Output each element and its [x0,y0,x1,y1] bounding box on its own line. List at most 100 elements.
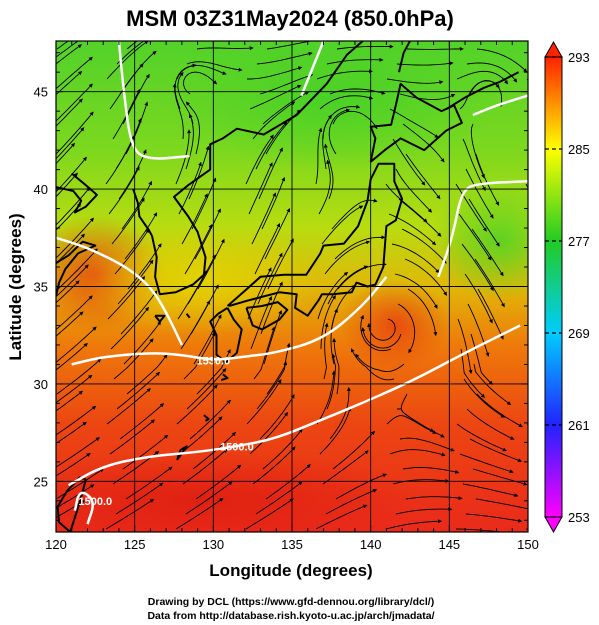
streamline-23 [456,70,509,85]
streamline-55 [462,138,486,192]
credit-data: Data from http://database.rish.kyoto-u.a… [147,610,434,622]
streamline-134 [407,288,438,337]
streamline-193 [56,374,93,404]
field-shade-warm-eddy [340,280,450,370]
streamline-69 [322,114,332,170]
streamline-225 [56,437,100,468]
streamline-223 [459,453,514,474]
contour-label-3: 1500.0 [78,496,112,508]
streamline-214 [399,437,455,452]
streamline-258 [105,498,155,530]
streamline-162 [110,306,150,350]
streamline-177 [56,342,88,371]
contour-1 [67,324,521,487]
contour-7 [437,180,528,278]
streamline-226 [122,434,169,470]
streamline-107 [181,193,208,245]
streamline-235 [182,448,228,485]
streamline-215 [469,438,523,463]
streamline-111 [461,243,494,292]
streamline-73 [56,142,76,165]
streamline-45 [332,110,378,130]
streamline-131 [197,238,225,290]
streamline-255 [465,513,523,523]
y-tick-label-35: 35 [34,280,48,295]
streamline-83 [188,145,210,200]
streamline-121 [56,233,85,265]
contour-3 [73,491,94,525]
chart-title: MSM 03Z31May2024 (850.0hPa) [126,6,454,31]
streamline-218 [109,419,156,455]
streamline-231 [472,468,528,486]
x-tick-label-125: 125 [124,537,146,552]
streamline-85 [323,143,334,200]
streamline-25 [56,56,93,90]
streamline-70 [395,168,433,213]
streamline-12 [256,51,313,65]
streamline-4 [266,41,323,50]
streamline-220 [249,411,288,455]
streamline-182 [350,348,395,381]
streamline-125 [324,240,371,275]
streamline-147 [177,270,207,320]
streamline-210 [119,403,165,440]
streamline-20 [247,66,303,80]
streamline-41 [56,83,93,122]
streamline-253 [325,489,378,515]
x-axis-label: Longitude (degrees) [209,561,372,580]
credit-drawing: Drawing by DCL (https://www.gfd-dennou.o… [148,596,434,608]
streamline-49 [56,98,83,127]
streamline-245 [335,473,387,500]
streamline-114 [124,212,158,260]
coastline-segment-12 [203,414,210,422]
streamline-249 [56,484,95,509]
y-tick-label-30: 30 [34,377,48,392]
streamline-202 [106,388,151,425]
coastline-segment-3 [56,172,98,214]
streamline-174 [355,353,405,373]
streamline-27 [183,71,218,95]
streamline-244 [265,464,311,500]
streamline-54 [392,138,426,186]
x-tick-label-135: 135 [281,537,303,552]
streamline-21 [316,69,373,80]
streamline-228 [262,428,303,470]
streamline-201 [56,390,84,412]
streamline-259 [175,497,224,530]
contour-6 [300,41,325,97]
streamline-238 [392,478,450,485]
streamline-221 [319,406,352,455]
streamline-87 [468,198,500,247]
coastline-segment-6 [226,162,404,317]
x-tick-label-145: 145 [438,537,460,552]
y-tick-label-25: 25 [34,474,48,489]
streamline-185 [56,358,102,395]
streamline-46 [402,123,445,163]
colorbar-extend-max [544,40,563,58]
streamline-67 [185,113,194,170]
streamline-1 [56,41,70,50]
streamline-142 [397,303,416,354]
streamline-118 [404,258,448,296]
streamline-124 [254,222,281,275]
streamline-156 [260,281,283,335]
streamline-186 [126,354,168,395]
streamline-163 [180,300,210,350]
streamline-115 [194,208,221,260]
streamline-116 [264,207,291,260]
streamline-100 [261,176,286,230]
streamline-227 [192,431,236,470]
streamline-84 [258,147,283,200]
streamline-106 [111,197,145,245]
coastline-segment-16 [56,240,97,297]
streamline-14 [396,61,454,66]
streamline-188 [266,342,291,395]
streamline-204 [246,379,282,425]
streamline-127 [464,273,493,324]
streamline-117 [334,235,386,260]
gridlines [56,41,528,532]
x-axis: 120 125 130 135 140 145 150 [45,41,539,552]
streamline-138 [117,259,154,305]
streamline-246 [405,496,463,501]
